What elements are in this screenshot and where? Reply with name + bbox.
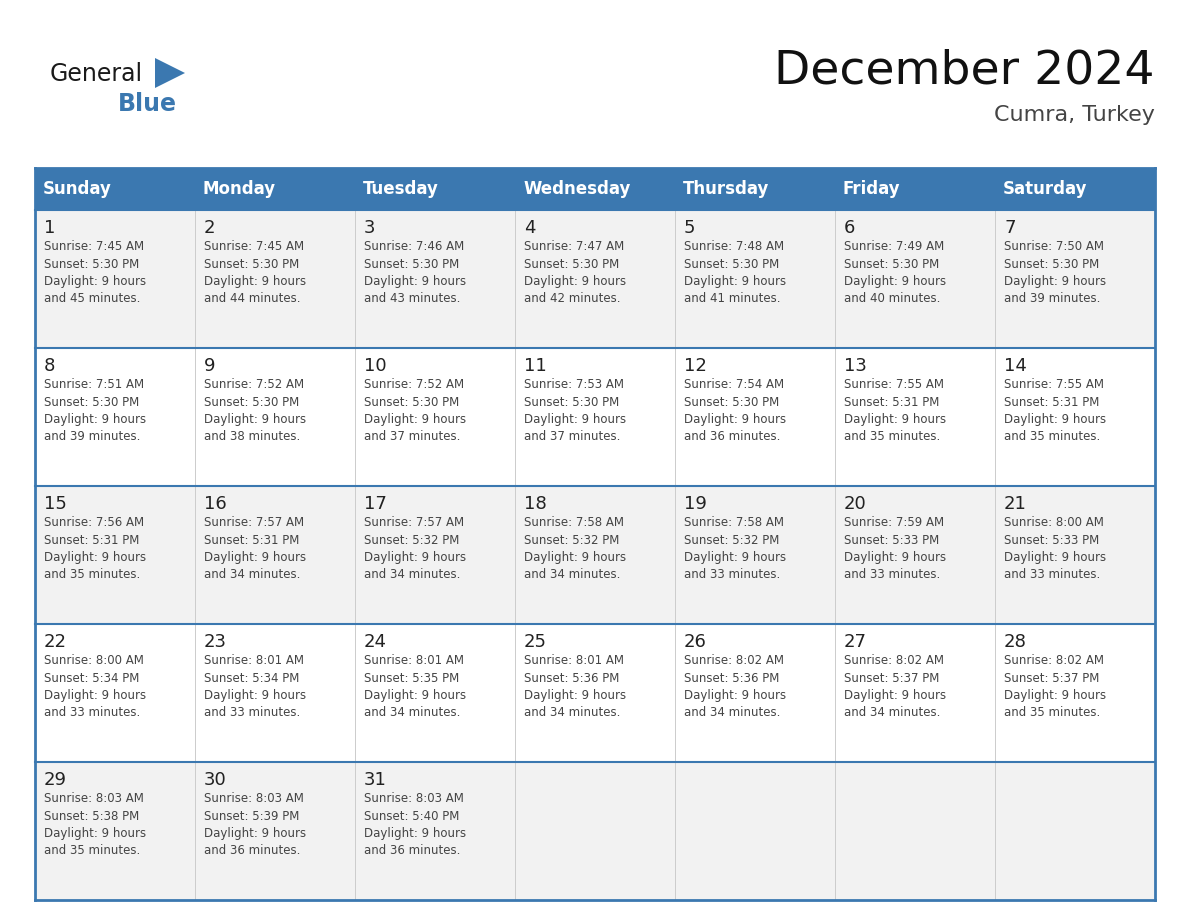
- Bar: [34, 168, 195, 210]
- Text: 19: 19: [684, 495, 707, 513]
- Text: Wednesday: Wednesday: [523, 180, 631, 198]
- Text: December 2024: December 2024: [775, 48, 1155, 93]
- Text: 23: 23: [204, 633, 227, 651]
- Text: Sunrise: 7:46 AM
Sunset: 5:30 PM
Daylight: 9 hours
and 43 minutes.: Sunrise: 7:46 AM Sunset: 5:30 PM Dayligh…: [364, 240, 466, 306]
- Text: Sunrise: 8:02 AM
Sunset: 5:37 PM
Daylight: 9 hours
and 35 minutes.: Sunrise: 8:02 AM Sunset: 5:37 PM Dayligh…: [1004, 654, 1106, 720]
- Text: Sunrise: 8:00 AM
Sunset: 5:33 PM
Daylight: 9 hours
and 33 minutes.: Sunrise: 8:00 AM Sunset: 5:33 PM Dayligh…: [1004, 516, 1106, 581]
- Text: Sunrise: 7:59 AM
Sunset: 5:33 PM
Daylight: 9 hours
and 33 minutes.: Sunrise: 7:59 AM Sunset: 5:33 PM Dayligh…: [843, 516, 946, 581]
- Text: Sunrise: 7:55 AM
Sunset: 5:31 PM
Daylight: 9 hours
and 35 minutes.: Sunrise: 7:55 AM Sunset: 5:31 PM Dayligh…: [1004, 378, 1106, 443]
- Text: 26: 26: [684, 633, 707, 651]
- Text: 28: 28: [1004, 633, 1026, 651]
- Text: Sunrise: 7:57 AM
Sunset: 5:31 PM
Daylight: 9 hours
and 34 minutes.: Sunrise: 7:57 AM Sunset: 5:31 PM Dayligh…: [204, 516, 307, 581]
- Bar: [516, 168, 675, 210]
- Text: Friday: Friday: [843, 180, 901, 198]
- Text: 12: 12: [684, 357, 707, 375]
- Text: 22: 22: [44, 633, 67, 651]
- Bar: [195, 168, 355, 210]
- Text: Sunrise: 8:01 AM
Sunset: 5:34 PM
Daylight: 9 hours
and 33 minutes.: Sunrise: 8:01 AM Sunset: 5:34 PM Dayligh…: [204, 654, 307, 720]
- Text: Sunrise: 7:51 AM
Sunset: 5:30 PM
Daylight: 9 hours
and 39 minutes.: Sunrise: 7:51 AM Sunset: 5:30 PM Dayligh…: [44, 378, 146, 443]
- Text: 7: 7: [1004, 219, 1016, 237]
- Text: Sunrise: 8:01 AM
Sunset: 5:35 PM
Daylight: 9 hours
and 34 minutes.: Sunrise: 8:01 AM Sunset: 5:35 PM Dayligh…: [364, 654, 466, 720]
- Text: Sunrise: 7:52 AM
Sunset: 5:30 PM
Daylight: 9 hours
and 38 minutes.: Sunrise: 7:52 AM Sunset: 5:30 PM Dayligh…: [204, 378, 307, 443]
- Text: Sunrise: 8:03 AM
Sunset: 5:40 PM
Daylight: 9 hours
and 36 minutes.: Sunrise: 8:03 AM Sunset: 5:40 PM Dayligh…: [364, 792, 466, 857]
- Text: Sunrise: 7:54 AM
Sunset: 5:30 PM
Daylight: 9 hours
and 36 minutes.: Sunrise: 7:54 AM Sunset: 5:30 PM Dayligh…: [684, 378, 786, 443]
- Text: Sunrise: 7:58 AM
Sunset: 5:32 PM
Daylight: 9 hours
and 34 minutes.: Sunrise: 7:58 AM Sunset: 5:32 PM Dayligh…: [524, 516, 626, 581]
- Text: Sunrise: 7:49 AM
Sunset: 5:30 PM
Daylight: 9 hours
and 40 minutes.: Sunrise: 7:49 AM Sunset: 5:30 PM Dayligh…: [843, 240, 946, 306]
- Text: 30: 30: [204, 771, 227, 789]
- Text: Sunrise: 7:45 AM
Sunset: 5:30 PM
Daylight: 9 hours
and 45 minutes.: Sunrise: 7:45 AM Sunset: 5:30 PM Dayligh…: [44, 240, 146, 306]
- Text: Saturday: Saturday: [1003, 180, 1087, 198]
- Text: Sunrise: 8:00 AM
Sunset: 5:34 PM
Daylight: 9 hours
and 33 minutes.: Sunrise: 8:00 AM Sunset: 5:34 PM Dayligh…: [44, 654, 146, 720]
- Text: Cumra, Turkey: Cumra, Turkey: [994, 105, 1155, 125]
- Text: 29: 29: [44, 771, 67, 789]
- Bar: [34, 210, 1155, 348]
- Text: Blue: Blue: [118, 92, 177, 116]
- Bar: [34, 348, 1155, 486]
- Text: Sunrise: 7:48 AM
Sunset: 5:30 PM
Daylight: 9 hours
and 41 minutes.: Sunrise: 7:48 AM Sunset: 5:30 PM Dayligh…: [684, 240, 786, 306]
- Text: 13: 13: [843, 357, 867, 375]
- Text: 17: 17: [364, 495, 387, 513]
- Text: 27: 27: [843, 633, 867, 651]
- Text: 24: 24: [364, 633, 387, 651]
- Text: 21: 21: [1004, 495, 1026, 513]
- Bar: [34, 486, 1155, 624]
- Text: 9: 9: [204, 357, 215, 375]
- Text: Monday: Monday: [203, 180, 276, 198]
- Text: 20: 20: [843, 495, 867, 513]
- Text: Sunrise: 8:02 AM
Sunset: 5:36 PM
Daylight: 9 hours
and 34 minutes.: Sunrise: 8:02 AM Sunset: 5:36 PM Dayligh…: [684, 654, 786, 720]
- Text: Sunrise: 7:45 AM
Sunset: 5:30 PM
Daylight: 9 hours
and 44 minutes.: Sunrise: 7:45 AM Sunset: 5:30 PM Dayligh…: [204, 240, 307, 306]
- Text: 3: 3: [364, 219, 375, 237]
- Bar: [34, 624, 1155, 762]
- Text: Sunrise: 7:58 AM
Sunset: 5:32 PM
Daylight: 9 hours
and 33 minutes.: Sunrise: 7:58 AM Sunset: 5:32 PM Dayligh…: [684, 516, 786, 581]
- Text: Sunrise: 7:52 AM
Sunset: 5:30 PM
Daylight: 9 hours
and 37 minutes.: Sunrise: 7:52 AM Sunset: 5:30 PM Dayligh…: [364, 378, 466, 443]
- Text: General: General: [50, 62, 143, 86]
- Text: Sunrise: 7:57 AM
Sunset: 5:32 PM
Daylight: 9 hours
and 34 minutes.: Sunrise: 7:57 AM Sunset: 5:32 PM Dayligh…: [364, 516, 466, 581]
- Text: Sunday: Sunday: [43, 180, 112, 198]
- Text: 6: 6: [843, 219, 855, 237]
- Text: 2: 2: [204, 219, 215, 237]
- Text: 1: 1: [44, 219, 56, 237]
- Text: Sunrise: 7:56 AM
Sunset: 5:31 PM
Daylight: 9 hours
and 35 minutes.: Sunrise: 7:56 AM Sunset: 5:31 PM Dayligh…: [44, 516, 146, 581]
- Text: Tuesday: Tuesday: [364, 180, 438, 198]
- Text: 31: 31: [364, 771, 387, 789]
- Text: 4: 4: [524, 219, 536, 237]
- Text: 5: 5: [684, 219, 695, 237]
- Text: 8: 8: [44, 357, 56, 375]
- Text: Sunrise: 8:03 AM
Sunset: 5:38 PM
Daylight: 9 hours
and 35 minutes.: Sunrise: 8:03 AM Sunset: 5:38 PM Dayligh…: [44, 792, 146, 857]
- Text: Sunrise: 8:01 AM
Sunset: 5:36 PM
Daylight: 9 hours
and 34 minutes.: Sunrise: 8:01 AM Sunset: 5:36 PM Dayligh…: [524, 654, 626, 720]
- Text: Sunrise: 7:53 AM
Sunset: 5:30 PM
Daylight: 9 hours
and 37 minutes.: Sunrise: 7:53 AM Sunset: 5:30 PM Dayligh…: [524, 378, 626, 443]
- Text: 11: 11: [524, 357, 546, 375]
- Bar: [34, 762, 1155, 900]
- Text: 10: 10: [364, 357, 386, 375]
- Polygon shape: [154, 58, 185, 88]
- Text: 25: 25: [524, 633, 546, 651]
- Bar: [835, 168, 996, 210]
- Text: Sunrise: 7:55 AM
Sunset: 5:31 PM
Daylight: 9 hours
and 35 minutes.: Sunrise: 7:55 AM Sunset: 5:31 PM Dayligh…: [843, 378, 946, 443]
- Text: Sunrise: 8:03 AM
Sunset: 5:39 PM
Daylight: 9 hours
and 36 minutes.: Sunrise: 8:03 AM Sunset: 5:39 PM Dayligh…: [204, 792, 307, 857]
- Bar: [675, 168, 835, 210]
- Bar: [355, 168, 516, 210]
- Text: 15: 15: [44, 495, 67, 513]
- Text: Sunrise: 8:02 AM
Sunset: 5:37 PM
Daylight: 9 hours
and 34 minutes.: Sunrise: 8:02 AM Sunset: 5:37 PM Dayligh…: [843, 654, 946, 720]
- Text: Thursday: Thursday: [683, 180, 770, 198]
- Text: 14: 14: [1004, 357, 1026, 375]
- Text: Sunrise: 7:47 AM
Sunset: 5:30 PM
Daylight: 9 hours
and 42 minutes.: Sunrise: 7:47 AM Sunset: 5:30 PM Dayligh…: [524, 240, 626, 306]
- Text: 18: 18: [524, 495, 546, 513]
- Bar: [996, 168, 1155, 210]
- Text: 16: 16: [204, 495, 227, 513]
- Text: Sunrise: 7:50 AM
Sunset: 5:30 PM
Daylight: 9 hours
and 39 minutes.: Sunrise: 7:50 AM Sunset: 5:30 PM Dayligh…: [1004, 240, 1106, 306]
